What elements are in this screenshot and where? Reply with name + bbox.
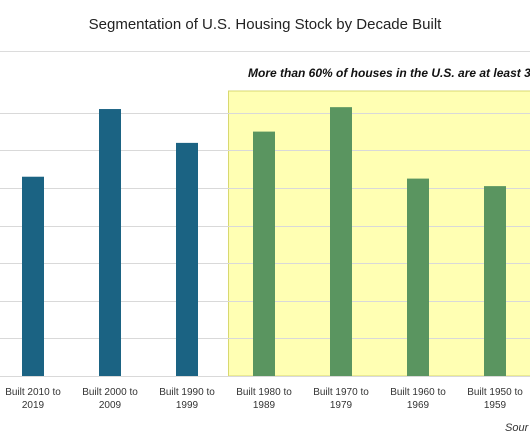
bar xyxy=(176,142,198,376)
chart-title: Segmentation of U.S. Housing Stock by De… xyxy=(88,16,442,33)
bar xyxy=(99,109,121,376)
x-tick-label: Built 2000 to 2009 xyxy=(82,387,138,411)
chart-annotation: More than 60% of houses in the U.S. are … xyxy=(248,66,530,80)
source-note: Sour xyxy=(505,422,529,434)
x-tick-label: Built 1990 to 1999 xyxy=(159,387,215,411)
bar xyxy=(484,186,506,376)
bar xyxy=(330,107,352,376)
bar xyxy=(22,176,44,376)
bar xyxy=(407,178,429,376)
bar xyxy=(253,131,275,376)
x-tick-label: Built 1970 to 1979 xyxy=(313,387,369,411)
highlight-region xyxy=(228,90,530,377)
x-tick-label: Built 2010 to 2019 xyxy=(5,387,61,411)
title-divider xyxy=(0,51,530,52)
x-tick-label: Built 1960 to 1969 xyxy=(390,387,446,411)
x-tick-label: Built 1980 to 1989 xyxy=(236,387,292,411)
x-tick-label: Built 1950 to 1959 xyxy=(467,387,523,411)
